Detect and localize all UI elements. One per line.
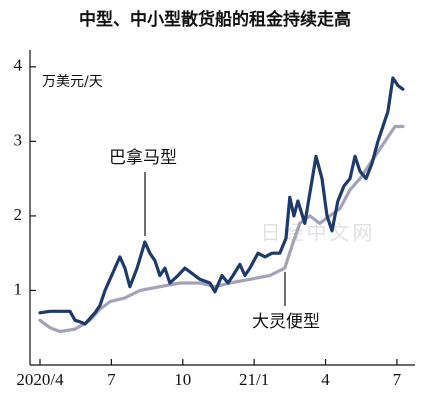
- x-tick-label: 2020/4: [16, 370, 64, 389]
- series-line: [38, 76, 405, 326]
- y-tick-label: 1: [14, 279, 23, 298]
- series-line: [38, 124, 405, 334]
- x-tick-label: 21/1: [239, 370, 269, 389]
- y-axis-unit: 万美元/天: [42, 74, 103, 90]
- y-tick-label: 3: [14, 130, 23, 149]
- y-tick-label: 2: [14, 205, 23, 224]
- annotation: 巴拿马型: [109, 147, 177, 168]
- x-tick-label: 10: [174, 370, 191, 389]
- chart-title: 中型、中小型散货船的租金持续走高: [79, 9, 351, 30]
- x-tick-label: 7: [393, 370, 402, 389]
- x-tick-label: 4: [321, 370, 330, 389]
- x-tick-label: 7: [107, 370, 116, 389]
- watermark: 日经中文网: [261, 221, 376, 245]
- annotation: 大灵便型: [252, 312, 320, 332]
- y-tick-label: 4: [14, 56, 23, 75]
